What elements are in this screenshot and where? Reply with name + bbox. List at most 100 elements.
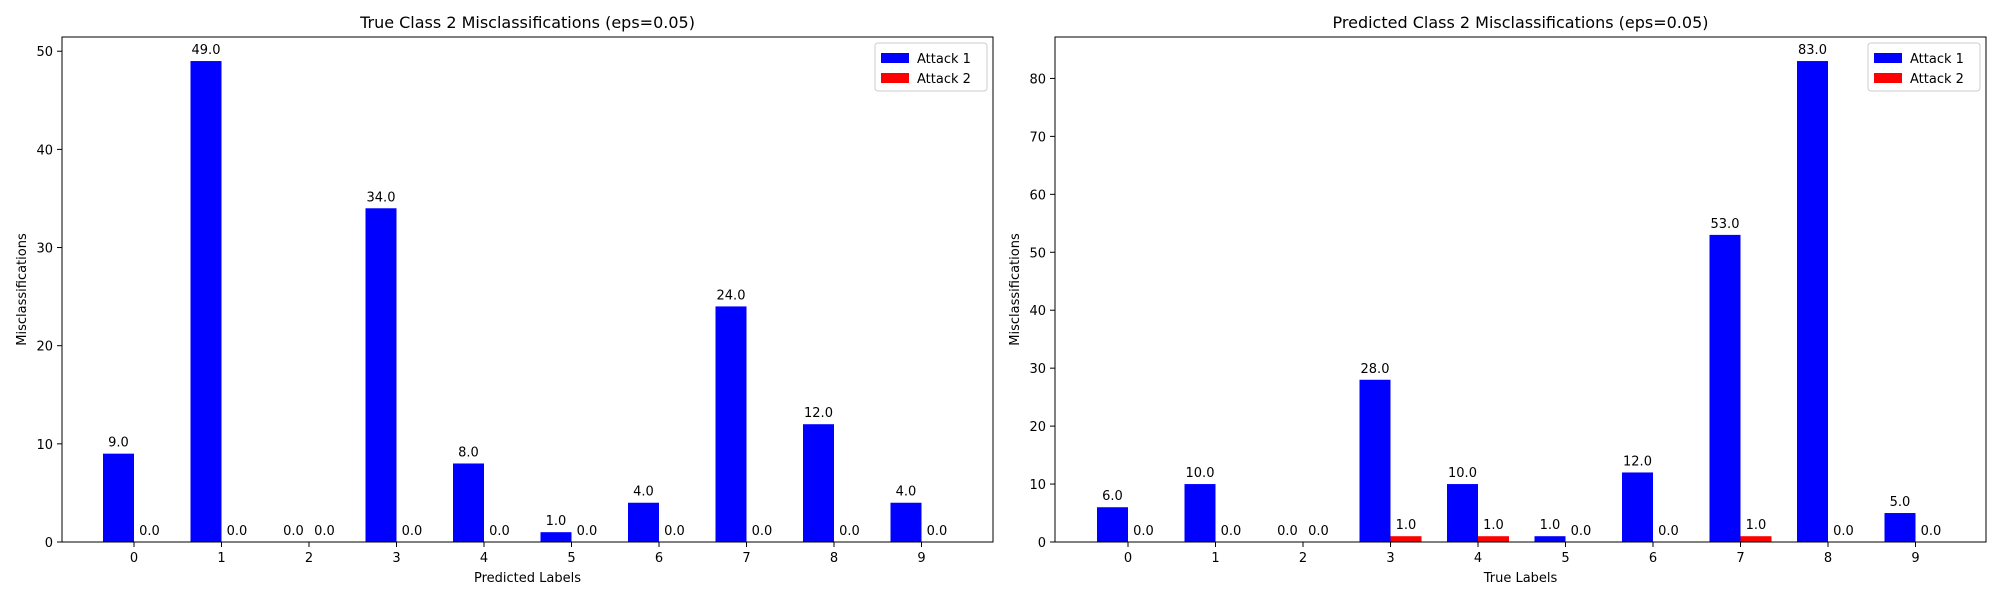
x-tick-label: 8 — [830, 551, 838, 566]
data-label: 10.0 — [1448, 466, 1477, 481]
y-tick-label: 50 — [1029, 246, 1046, 261]
y-tick-label: 80 — [1029, 72, 1046, 87]
data-label: 0.0 — [1921, 524, 1942, 539]
x-axis-label: Predicted Labels — [474, 571, 581, 586]
data-label: 0.0 — [283, 524, 304, 539]
x-tick-label: 2 — [305, 551, 313, 566]
y-tick-label: 0 — [1038, 536, 1046, 551]
bar-attack1 — [1709, 234, 1741, 542]
y-tick-label: 50 — [36, 45, 53, 60]
x-tick-label: 1 — [1211, 551, 1219, 566]
x-tick-label: 4 — [480, 551, 488, 566]
y-tick-label: 40 — [1029, 304, 1046, 319]
data-label: 6.0 — [1102, 489, 1123, 504]
y-tick-label: 20 — [1029, 420, 1046, 435]
chart-title: True Class 2 Misclassifications (eps=0.0… — [359, 13, 695, 32]
legend-swatch — [1874, 53, 1902, 63]
data-label: 0.0 — [139, 524, 160, 539]
x-tick-label: 0 — [1124, 551, 1132, 566]
plot-frame — [1054, 36, 1987, 543]
x-tick-label: 3 — [1386, 551, 1394, 566]
legend-label: Attack 2 — [917, 72, 971, 87]
bar-attack1 — [1797, 61, 1828, 543]
data-label: 0.0 — [577, 524, 598, 539]
x-tick-label: 9 — [1911, 551, 1919, 566]
data-label: 49.0 — [192, 43, 221, 58]
data-label: 24.0 — [717, 288, 746, 303]
bar-attack1 — [190, 61, 222, 543]
bar-attack2 — [1740, 536, 1772, 542]
chart-panel-1: True Class 2 Misclassifications (eps=0.0… — [15, 13, 994, 586]
bar-attack1 — [890, 502, 922, 542]
x-tick-label: 5 — [1561, 551, 1569, 566]
data-label: 1.0 — [1396, 518, 1417, 533]
data-label: 53.0 — [1711, 217, 1740, 232]
bar-attack1 — [365, 208, 397, 542]
data-label: 0.0 — [927, 524, 948, 539]
data-label: 0.0 — [752, 524, 773, 539]
y-tick-label: 20 — [36, 340, 53, 355]
legend-swatch — [881, 73, 909, 83]
legend: Attack 1 Attack 2 — [874, 42, 988, 92]
bar-attack1 — [453, 463, 484, 542]
y-tick-label: 10 — [36, 438, 53, 453]
data-label: 0.0 — [1658, 524, 1679, 539]
legend-label: Attack 2 — [1910, 72, 1964, 87]
bar-attack1 — [1884, 513, 1916, 542]
data-label: 12.0 — [804, 406, 833, 421]
y-tick-label: 40 — [36, 143, 53, 158]
bar-attack1 — [1359, 379, 1391, 542]
data-label: 0.0 — [489, 524, 510, 539]
x-tick-label: 3 — [392, 551, 400, 566]
y-tick-label: 0 — [45, 536, 53, 551]
y-tick-label: 30 — [1029, 362, 1046, 377]
legend-swatch — [881, 53, 909, 63]
legend: Attack 1 Attack 2 — [1867, 42, 1981, 92]
data-label: 0.0 — [227, 524, 248, 539]
bar-attack1 — [1447, 484, 1478, 542]
data-label: 5.0 — [1890, 495, 1911, 510]
x-tick-label: 6 — [655, 551, 663, 566]
data-label: 1.0 — [1746, 518, 1767, 533]
bar-attack1 — [540, 532, 572, 542]
data-label: 83.0 — [1798, 43, 1827, 58]
bar-attack1 — [628, 502, 659, 542]
y-tick-label: 70 — [1029, 130, 1046, 145]
bar-attack1 — [1534, 536, 1566, 542]
data-label: 4.0 — [633, 485, 654, 500]
data-label: 1.0 — [1483, 518, 1504, 533]
data-label: 0.0 — [1308, 524, 1329, 539]
y-tick-label: 30 — [36, 242, 53, 257]
bar-attack1 — [1097, 507, 1128, 542]
data-label: 1.0 — [546, 514, 567, 529]
chart-title: Predicted Class 2 Misclassifications (ep… — [1333, 13, 1709, 32]
x-tick-label: 4 — [1474, 551, 1482, 566]
x-tick-label: 9 — [917, 551, 925, 566]
legend-swatch — [1874, 73, 1902, 83]
legend-label: Attack 1 — [917, 52, 971, 67]
bar-attack2 — [1390, 536, 1422, 542]
data-label: 12.0 — [1623, 454, 1652, 469]
data-label: 0.0 — [1221, 524, 1242, 539]
bar-attack1 — [1622, 472, 1653, 542]
data-label: 0.0 — [1277, 524, 1298, 539]
legend-label: Attack 1 — [1910, 52, 1964, 67]
data-label: 34.0 — [367, 190, 396, 205]
bar-attack1 — [103, 453, 134, 542]
bar-attack2 — [1478, 536, 1509, 542]
data-label: 1.0 — [1540, 518, 1561, 533]
data-label: 0.0 — [402, 524, 423, 539]
x-tick-label: 7 — [742, 551, 750, 566]
x-tick-label: 6 — [1649, 551, 1657, 566]
x-tick-label: 2 — [1299, 551, 1307, 566]
y-axis-label: Misclassifications — [15, 233, 30, 346]
bar-attack1 — [803, 424, 834, 542]
x-tick-label: 0 — [130, 551, 138, 566]
y-tick-label: 10 — [1029, 478, 1046, 493]
data-label: 0.0 — [1133, 524, 1154, 539]
x-tick-label: 1 — [217, 551, 225, 566]
data-label: 0.0 — [1571, 524, 1592, 539]
y-axis-label: Misclassifications — [1008, 233, 1023, 346]
bar-attack1 — [715, 306, 747, 542]
